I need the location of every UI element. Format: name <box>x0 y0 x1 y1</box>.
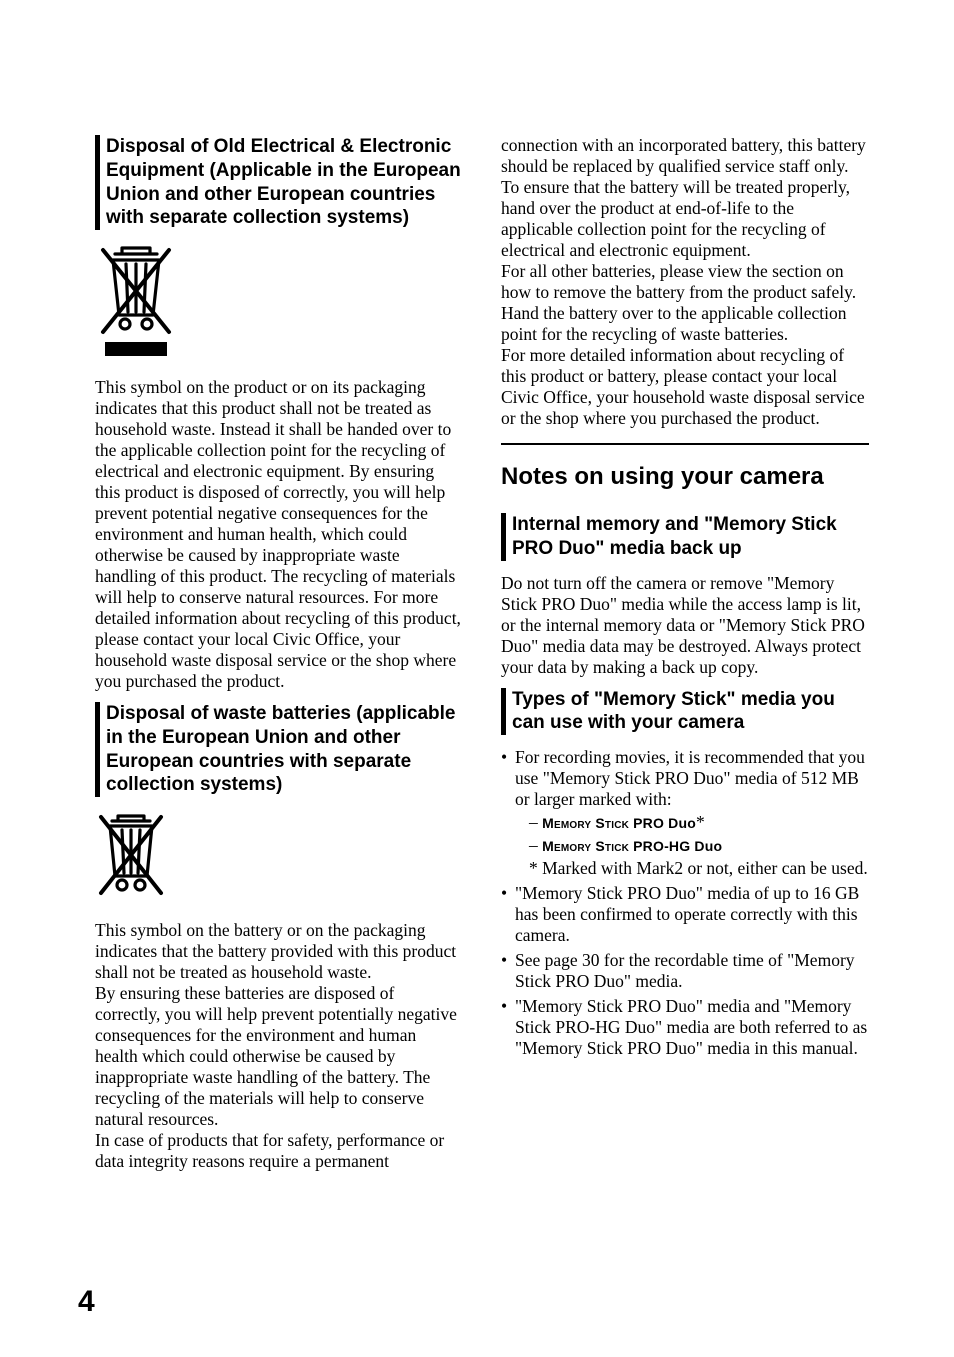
heading-memory-stick-types: Types of "Memory Stick" media you can us… <box>501 688 869 736</box>
para-cont-1: connection with an incorporated battery,… <box>501 135 869 177</box>
bullet-list-memory-stick: For recording movies, it is recommended … <box>501 747 869 1059</box>
heading-bar-icon <box>95 135 100 230</box>
para-batteries-b: By ensuring these batteries are disposed… <box>95 983 463 1130</box>
list-item: "Memory Stick PRO Duo" media and "Memory… <box>501 996 869 1059</box>
title-notes-on-camera: Notes on using your camera <box>501 443 869 491</box>
heading-text: Internal memory and "Memory Stick PRO Du… <box>512 513 869 561</box>
para-batteries-a: This symbol on the battery or on the pac… <box>95 920 463 983</box>
list-item: See page 30 for the recordable time of "… <box>501 950 869 992</box>
heading-disposal-batteries: Disposal of waste batteries (applicable … <box>95 702 463 797</box>
weee-bin-icon <box>95 242 463 363</box>
para-cont-3: For all other batteries, please view the… <box>501 261 869 345</box>
para-cont-2: To ensure that the battery will be treat… <box>501 177 869 261</box>
list-item: "Memory Stick PRO Duo" media of up to 16… <box>501 883 869 946</box>
heading-text: Disposal of waste batteries (applicable … <box>106 702 463 797</box>
page-number: 4 <box>78 1285 95 1319</box>
footnote: * Marked with Mark2 or not, either can b… <box>515 858 869 879</box>
sub-item: – Memory Stick PRO Duo* <box>515 812 869 833</box>
heading-disposal-eee: Disposal of Old Electrical & Electronic … <box>95 135 463 230</box>
two-column-layout: Disposal of Old Electrical & Electronic … <box>95 135 869 1255</box>
heading-text: Types of "Memory Stick" media you can us… <box>512 688 869 736</box>
battery-bin-icon <box>95 809 463 906</box>
heading-text: Disposal of Old Electrical & Electronic … <box>106 135 463 230</box>
para-cont-4: For more detailed information about recy… <box>501 345 869 429</box>
heading-bar-icon <box>95 702 100 797</box>
para-internal-memory: Do not turn off the camera or remove "Me… <box>501 573 869 678</box>
memory-stick-logo-text: Memory Stick PRO-HG Duo <box>542 838 722 854</box>
para-batteries-c: In case of products that for safety, per… <box>95 1130 463 1172</box>
para-disposal-eee: This symbol on the product or on its pac… <box>95 377 463 692</box>
heading-bar-icon <box>501 513 506 561</box>
list-item: For recording movies, it is recommended … <box>501 747 869 879</box>
memory-stick-logo-text: Memory Stick PRO Duo <box>542 815 696 831</box>
heading-bar-icon <box>501 688 506 736</box>
bullet-text: For recording movies, it is recommended … <box>515 747 865 809</box>
sub-item: – Memory Stick PRO-HG Duo <box>515 835 869 856</box>
heading-internal-memory: Internal memory and "Memory Stick PRO Du… <box>501 513 869 561</box>
